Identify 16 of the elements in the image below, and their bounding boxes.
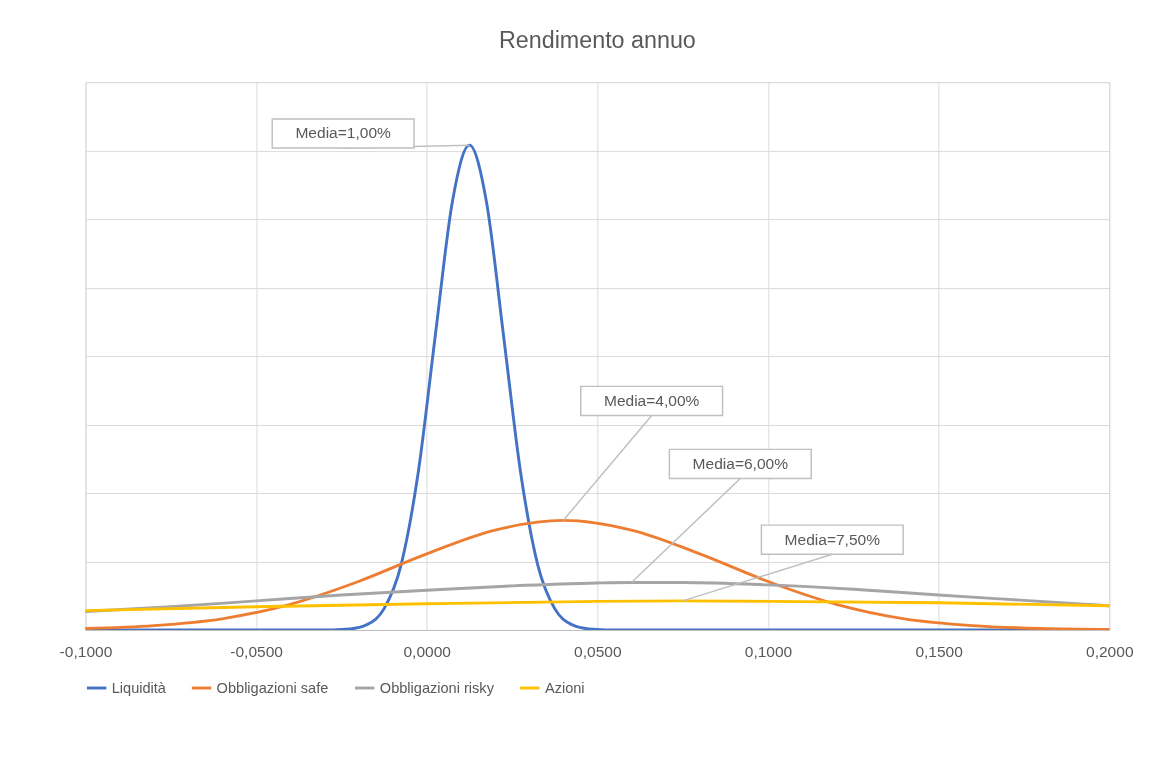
legend-label: Obbligazioni risky [379,679,495,696]
legend-label: Obbligazioni safe [216,679,329,696]
x-tick-label: 0,0500 [574,642,622,660]
chart-title: Rendimento annuo [498,27,696,54]
x-tick-label: 0,1000 [744,642,793,660]
legend-label: Liquidità [111,679,167,696]
x-tick-label: -0,1000 [59,642,113,660]
x-tick-label: -0,0500 [230,642,284,660]
annotation: Media=1,00% [295,124,392,142]
legend-label: Azioni [544,679,585,696]
annotation: Media=7,50% [784,530,881,548]
annotation: Media=4,00% [603,391,700,409]
x-tick-label: 0,1500 [915,642,964,660]
x-tick-label: 0,2000 [1086,642,1134,660]
annotation: Media=6,00% [692,454,789,472]
x-tick-label: 0,0000 [403,642,452,660]
